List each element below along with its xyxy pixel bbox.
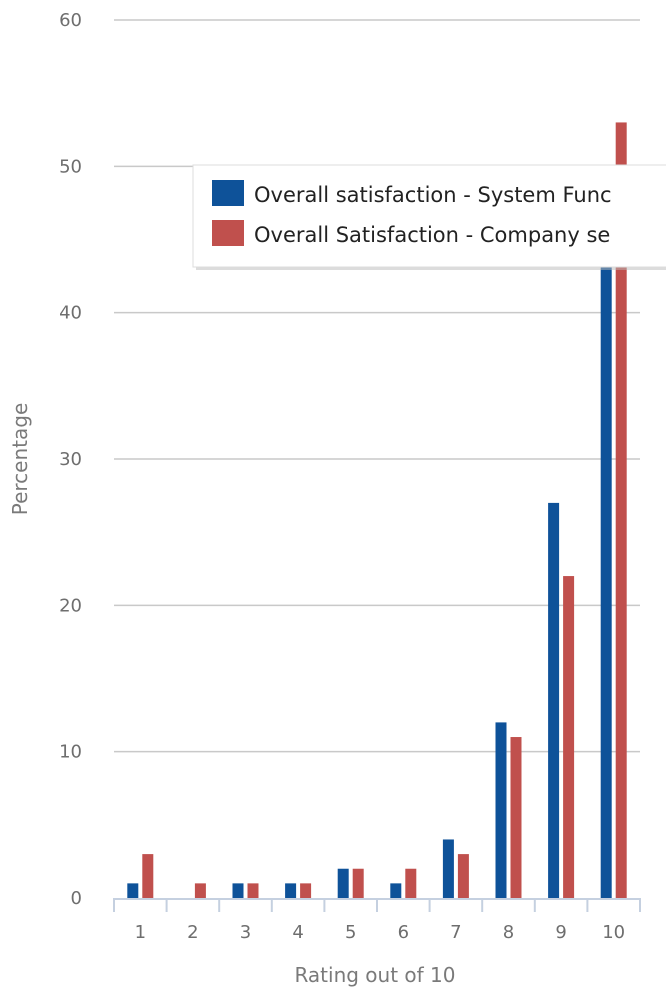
x-tick-label: 4 <box>292 922 303 943</box>
x-tick-label: 6 <box>398 922 409 943</box>
y-tick-label: 40 <box>59 303 82 324</box>
bar-system-func-9[interactable] <box>548 502 560 898</box>
bar-system-func-7[interactable] <box>442 839 454 898</box>
x-tick-label: 3 <box>240 922 251 943</box>
bars <box>127 122 627 899</box>
y-tick-label: 60 <box>59 10 82 31</box>
bar-system-func-10[interactable] <box>600 254 612 899</box>
legend-label: Overall Satisfaction - Company se <box>254 223 610 247</box>
y-tick-label: 20 <box>59 595 82 616</box>
x-tick-label: 9 <box>555 922 566 943</box>
x-axis-title: Rating out of 10 <box>294 963 455 987</box>
bar-system-func-8[interactable] <box>495 722 507 898</box>
bar-company-se-2[interactable] <box>194 883 206 898</box>
y-axis-ticks: 0 10 20 30 40 50 60 <box>59 10 82 909</box>
legend-swatch <box>212 180 244 206</box>
y-axis-title: Percentage <box>8 403 32 516</box>
bar-company-se-1[interactable] <box>142 854 154 898</box>
bar-company-se-8[interactable] <box>510 737 522 898</box>
x-tick-label: 10 <box>602 922 625 943</box>
x-tick-label: 5 <box>345 922 356 943</box>
bar-company-se-5[interactable] <box>352 868 364 898</box>
x-axis: 1 2 3 4 5 6 7 8 9 10 <box>113 898 641 943</box>
bar-company-se-9[interactable] <box>563 576 575 898</box>
legend-label: Overall satisfaction - System Func <box>254 183 612 207</box>
legend-box <box>192 164 666 268</box>
legend-swatch <box>212 220 244 246</box>
bar-company-se-3[interactable] <box>247 883 259 898</box>
bar-company-se-7[interactable] <box>457 854 469 898</box>
bar-company-se-10[interactable] <box>615 122 627 898</box>
bar-company-se-6[interactable] <box>405 868 417 898</box>
bar-company-se-4[interactable] <box>300 883 312 898</box>
x-tick-label: 1 <box>135 922 146 943</box>
gridlines <box>114 19 640 753</box>
y-tick-label: 30 <box>59 449 82 470</box>
y-tick-label: 50 <box>59 156 82 177</box>
bar-system-func-3[interactable] <box>232 883 244 898</box>
bar-system-func-1[interactable] <box>127 883 139 898</box>
bar-system-func-4[interactable] <box>285 883 297 898</box>
x-tick-label: 2 <box>187 922 198 943</box>
bar-system-func-6[interactable] <box>390 883 402 898</box>
legend[interactable]: Overall satisfaction - System Func Overal… <box>192 164 666 270</box>
x-tick-label: 7 <box>450 922 461 943</box>
bar-system-func-5[interactable] <box>337 868 349 898</box>
y-tick-label: 10 <box>59 742 82 763</box>
y-tick-label: 0 <box>71 888 82 909</box>
x-tick-label: 8 <box>503 922 514 943</box>
